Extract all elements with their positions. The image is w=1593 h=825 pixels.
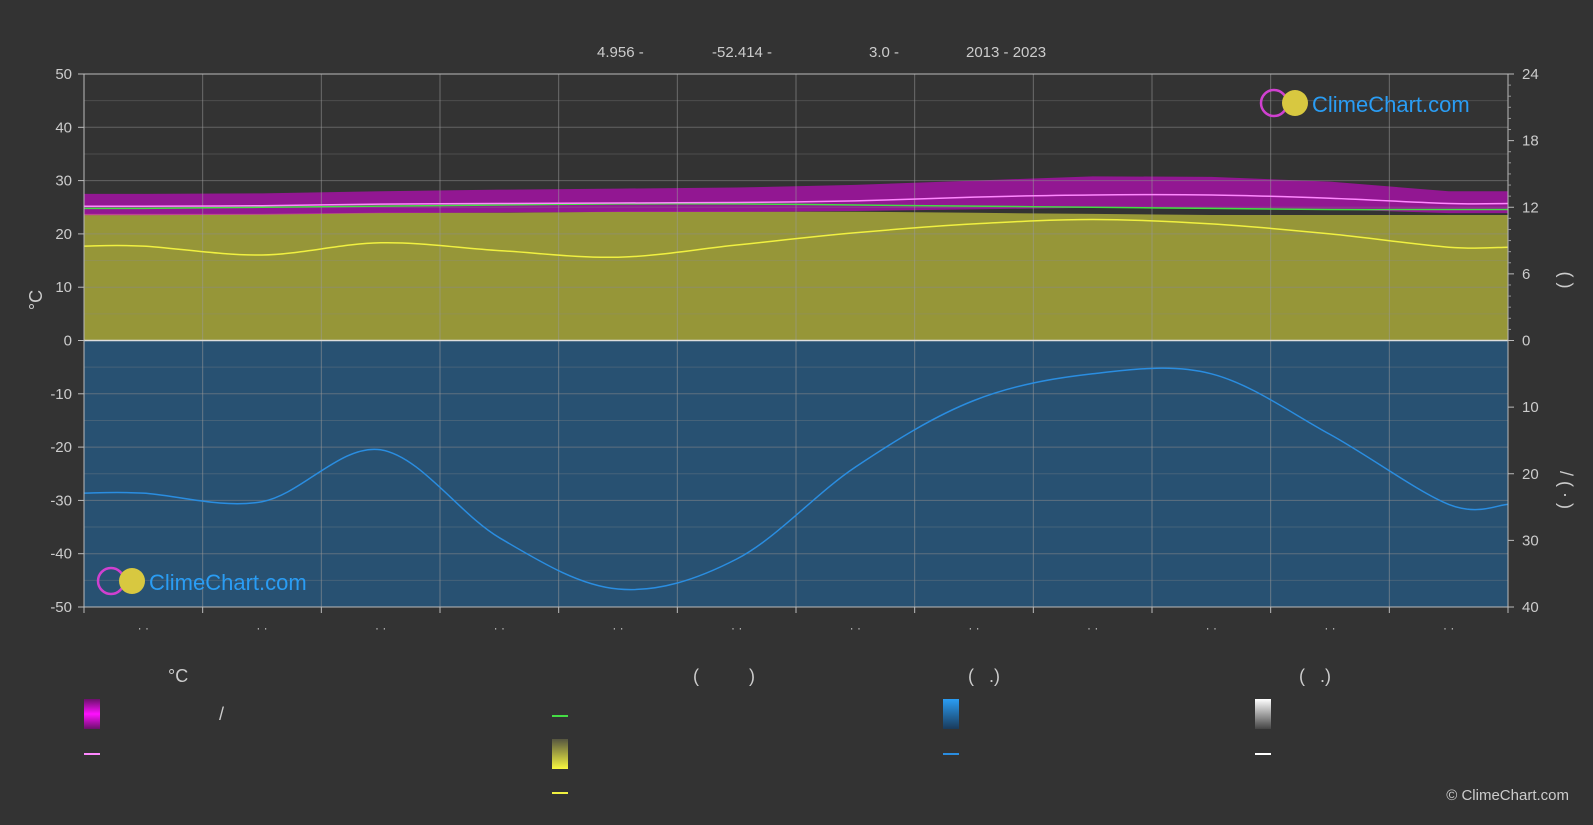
header-longitude: -52.414 - [712, 44, 772, 61]
logo-text: ClimeChart.com [149, 570, 307, 595]
month-label: · · [494, 621, 505, 635]
left-tick-label: -40 [50, 546, 72, 563]
legend-sunshine-band-swatch [552, 739, 568, 769]
month-label: · · [850, 621, 861, 635]
left-tick-label: 50 [55, 66, 72, 83]
left-tick-label: -20 [50, 439, 72, 456]
left-tick-label: -30 [50, 492, 72, 509]
month-label: · · [1087, 621, 1098, 635]
logo-sun-icon [119, 568, 145, 594]
right-axis-bottom-label: / ( · ) [1556, 471, 1576, 509]
left-tick-label: -10 [50, 386, 72, 403]
header-years: 2013 - 2023 [966, 44, 1046, 61]
month-label: · · [1443, 621, 1454, 635]
left-tick-label: 40 [55, 119, 72, 136]
left-tick-label: 20 [55, 226, 72, 243]
sunshine-mean-line [83, 218, 1509, 259]
right-axis-top-label: ( ) [1556, 272, 1576, 289]
right-tick-label: 20 [1522, 466, 1539, 483]
legend-precipitation-band-swatch [943, 699, 959, 729]
chart-grid [84, 74, 1508, 607]
copyright: © ClimeChart.com [1446, 787, 1569, 804]
left-axis-unit: °C [26, 290, 46, 310]
logo-top: ClimeChart.com [1259, 88, 1470, 118]
right-axis: 24 18 12 6 0 10 20 30 40 [1508, 66, 1539, 616]
x-axis: · · · · · · · · · · · · · · · · · · · · · · · · [83, 607, 1509, 635]
month-label: · · [256, 621, 267, 635]
legend-swatches [84, 699, 1271, 794]
right-tick-label: 10 [1522, 399, 1539, 416]
month-label: · · [138, 621, 149, 635]
left-axis: 50 40 30 20 10 0 -10 -20 -30 -40 -50 [50, 66, 84, 616]
left-tick-label: 10 [55, 279, 72, 296]
logo-bottom: ClimeChart.com [96, 566, 307, 596]
logo-text: ClimeChart.com [1312, 92, 1470, 117]
daylight-line [83, 203, 1508, 211]
month-label: · · [731, 621, 742, 635]
legend-temperature-band-swatch [84, 699, 100, 729]
right-tick-label: 12 [1522, 199, 1539, 216]
month-label: · · [968, 621, 979, 635]
header-latitude: 4.956 - [597, 44, 644, 61]
right-tick-label: 18 [1522, 133, 1539, 150]
month-label: · · [375, 621, 386, 635]
right-tick-label: 0 [1522, 333, 1530, 350]
chart-lines [83, 193, 1509, 591]
legend-col1-title: °C [168, 666, 189, 686]
temperature-mean-line [83, 193, 1509, 207]
right-tick-label: 30 [1522, 532, 1539, 549]
logo-sun-icon [1282, 90, 1308, 116]
legend-col1-mark: / [219, 704, 225, 724]
right-tick-label: 6 [1522, 266, 1530, 283]
month-label: · · [612, 621, 623, 635]
legend-snow-band-swatch [1255, 699, 1271, 729]
month-label: · · [1206, 621, 1217, 635]
chart-header: 4.956 - -52.414 - 3.0 - 2013 - 2023 [597, 44, 1046, 61]
legend-col4-title: ( .) [1299, 666, 1331, 686]
month-label: · · [1324, 621, 1335, 635]
legend-col3-title: ( .) [968, 666, 1000, 686]
left-tick-label: -50 [50, 599, 72, 616]
header-elevation: 3.0 - [869, 44, 899, 61]
precipitation-mean-line [83, 367, 1509, 591]
right-tick-label: 40 [1522, 599, 1539, 616]
right-tick-label: 24 [1522, 66, 1539, 83]
left-tick-label: 0 [64, 333, 72, 350]
legend-col2-title: ( ) [693, 666, 755, 686]
left-tick-label: 30 [55, 173, 72, 190]
